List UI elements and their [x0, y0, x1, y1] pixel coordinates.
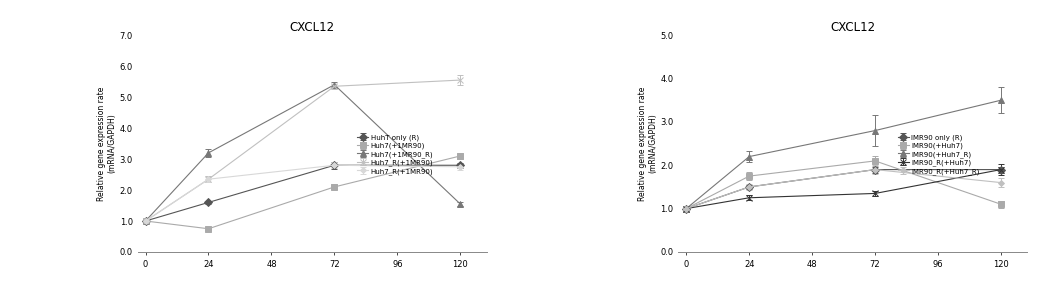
Y-axis label: Relative gene expression rate
(mRNA/GAPDH): Relative gene expression rate (mRNA/GAPD… [639, 86, 658, 201]
Title: CXCL12: CXCL12 [289, 21, 335, 34]
Legend: HuhT only (R), Huh7(+1MR90), Huh7(+1MR90_R), Huh7_R(+1MR90), Huh7_R(+1MR90): HuhT only (R), Huh7(+1MR90), Huh7(+1MR90… [358, 134, 433, 175]
Y-axis label: Relative gene expression rate
(mRNA/GAPDH): Relative gene expression rate (mRNA/GAPD… [97, 86, 116, 201]
Title: CXCL12: CXCL12 [830, 21, 876, 34]
Legend: IMR90 only (R), IMR90(+Huh7), IMR90(+Huh7_R), IMR90_R(+Huh7), IMR90_R(+Huh7_R): IMR90 only (R), IMR90(+Huh7), IMR90(+Huh… [898, 134, 980, 175]
